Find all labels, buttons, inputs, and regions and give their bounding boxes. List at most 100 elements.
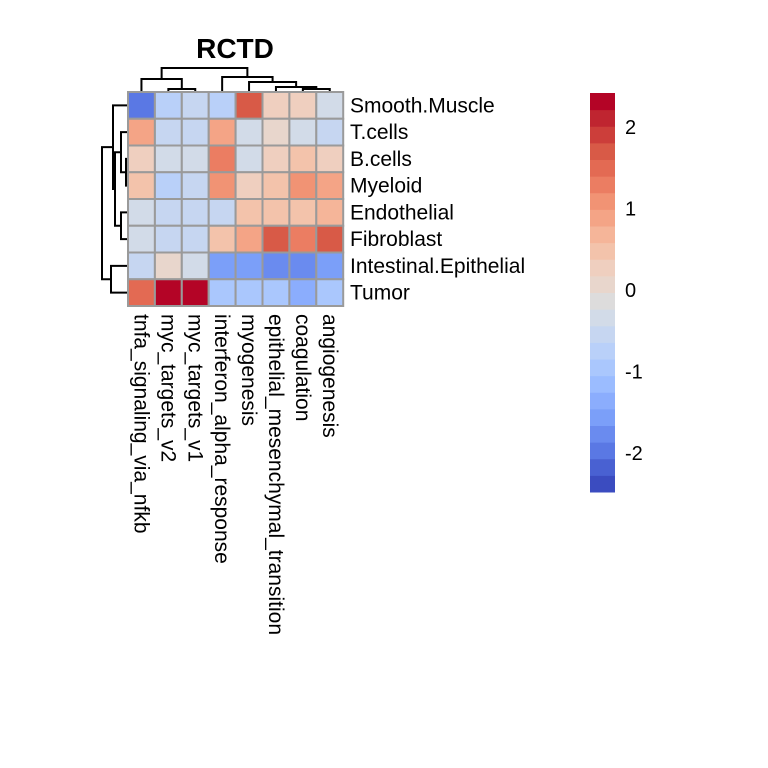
heatmap-cell: [288, 198, 318, 227]
colorbar-swatch: [590, 475, 615, 493]
heatmap-cell: [261, 278, 291, 307]
heatmap-cell: [207, 144, 237, 174]
heatmap-cell: [261, 144, 291, 174]
colorbar-swatch: [590, 408, 615, 426]
row-label: T.cells: [350, 121, 408, 144]
colorbar-swatch: [590, 259, 615, 277]
heatmap-cell: [207, 117, 237, 147]
heatmap-cell: [153, 117, 183, 147]
heatmap-cell: [315, 251, 345, 281]
colorbar-swatch: [590, 275, 615, 293]
heatmap-cell: [153, 171, 183, 200]
colorbar-swatch: [590, 192, 615, 210]
colorbar-swatch: [590, 93, 615, 111]
heatmap-cell: [234, 117, 264, 147]
colorbar-swatch: [590, 242, 615, 260]
heatmap-cell: [127, 91, 156, 120]
chart-title: RCTD: [196, 33, 274, 64]
column-label: tnfa_signaling_via_nfkb: [129, 314, 152, 534]
heatmap-cell: [315, 278, 345, 307]
heatmap-cell: [153, 198, 183, 227]
heatmap-cell: [261, 117, 291, 147]
row-labels: Smooth.Muscle T.cells B.cells Myeloid Endoth…: [350, 94, 525, 304]
heatmap-cell: [180, 144, 210, 174]
colorbar-swatch: [590, 458, 615, 476]
row-dend-link: [101, 146, 113, 281]
column-label: coagulation: [291, 314, 314, 421]
heatmap-cell: [127, 251, 156, 281]
heatmap-cell: [234, 278, 264, 307]
heatmap-cell: [180, 91, 210, 120]
heatmap-cell: [234, 144, 264, 174]
row-label: Intestinal.Epithelial: [350, 255, 525, 278]
heatmap-cell: [180, 171, 210, 200]
heatmap-cell: [261, 91, 291, 120]
heatmap-cell: [127, 198, 156, 227]
colorbar-swatch: [590, 126, 615, 144]
heatmap-cell: [207, 91, 237, 120]
heatmap-cell: [234, 251, 264, 281]
heatmap-cell: [180, 224, 210, 254]
heatmap-cell: [180, 198, 210, 227]
col-dend-link: [160, 67, 249, 79]
heatmap-cell: [315, 198, 345, 227]
colorbar-swatch: [590, 342, 615, 360]
heatmap-cell: [153, 91, 183, 120]
heatmap-cell: [180, 117, 210, 147]
heatmap-cell: [315, 91, 345, 120]
colorbar-swatch: [590, 159, 615, 177]
colorbar-swatch: [590, 309, 615, 327]
colorbar-tick-label: -1: [625, 361, 643, 383]
column-label: angiogenesis: [318, 314, 341, 438]
heatmap-cell: [315, 224, 345, 254]
heatmap-cell: [234, 224, 264, 254]
heatmap-cell: [207, 198, 237, 227]
heatmap-cell: [288, 224, 318, 254]
colorbar-swatch: [590, 209, 615, 227]
heatmap-cell: [288, 251, 318, 281]
heatmap-cell: [315, 171, 345, 200]
heatmap-cell: [234, 171, 264, 200]
row-dendrogram: [101, 104, 128, 294]
column-labels: tnfa_signaling_via_nfkb myc_targets_v2 myc…: [129, 314, 340, 635]
heatmap-cell: [234, 91, 264, 120]
row-dend-link: [120, 211, 128, 241]
column-dendrogram: [140, 67, 331, 92]
heatmap-cell: [127, 224, 156, 254]
heatmap-cell: [288, 117, 318, 147]
heatmap-cell: [180, 278, 210, 307]
col-dend-link: [221, 76, 274, 92]
row-label: Tumor: [350, 282, 410, 305]
colorbar-swatch: [590, 442, 615, 460]
colorbar-swatch: [590, 425, 615, 443]
colorbar-tick-labels: 2 1 0 -1 -2: [625, 117, 643, 465]
column-label: myc_targets_v1: [183, 314, 206, 462]
heatmap-cell: [288, 144, 318, 174]
heatmap-cell: [315, 144, 345, 174]
colorbar-swatch: [590, 292, 615, 310]
colorbar-legend: [590, 93, 615, 493]
column-label: interferon_alpha_response: [210, 314, 233, 564]
column-label: myogenesis: [237, 314, 260, 426]
colorbar-swatch: [590, 176, 615, 194]
heatmap-cell: [127, 171, 156, 200]
row-label: Smooth.Muscle: [350, 94, 495, 117]
heatmap-cell: [288, 171, 318, 200]
heatmap-cell: [180, 251, 210, 281]
row-dend-link: [110, 264, 128, 294]
colorbar-swatch: [590, 359, 615, 377]
heatmap-cell: [207, 278, 237, 307]
row-label: Endothelial: [350, 201, 454, 224]
heatmap-cell: [207, 171, 237, 200]
colorbar-swatch: [590, 325, 615, 343]
colorbar-swatch: [590, 109, 615, 127]
heatmap-cell: [288, 278, 318, 307]
heatmap-cell: [153, 278, 183, 307]
col-dend-link: [140, 78, 183, 92]
column-label: myc_targets_v2: [156, 314, 179, 462]
row-label: Myeloid: [350, 175, 422, 198]
row-label: B.cells: [350, 148, 412, 171]
colorbar-swatch: [590, 375, 615, 393]
heatmap-cell: [261, 171, 291, 200]
